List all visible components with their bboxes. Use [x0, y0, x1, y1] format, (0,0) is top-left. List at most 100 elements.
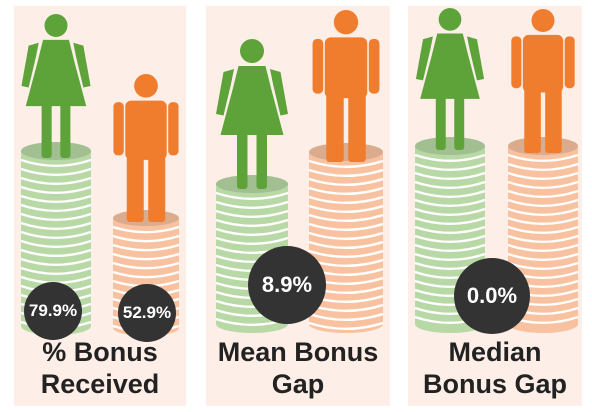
coin-edge-line: [20, 158, 92, 167]
coin-edge-line: [507, 207, 579, 216]
female-figure-icon: [21, 14, 91, 158]
figure-leg-right: [60, 103, 71, 158]
coin-edge-line: [215, 227, 289, 236]
panel-median-bonus-gap: 0.0% Median Bonus Gap: [408, 6, 582, 406]
coin-edge-line: [414, 234, 486, 243]
coin-edge-line: [414, 198, 486, 207]
coin-edge-line: [414, 171, 486, 180]
coin-edge-line: [215, 218, 289, 227]
figure-arm-right: [368, 38, 380, 94]
figure-arm-left: [216, 69, 234, 116]
figure-dress: [25, 39, 87, 107]
coin-edge-line: [20, 248, 92, 257]
figure-leg-left: [326, 92, 344, 162]
coin-edge-line: [308, 321, 384, 330]
figure-leg-left: [237, 132, 248, 189]
male-figure-icon: [312, 10, 380, 162]
coin-edge-line: [414, 153, 486, 162]
coin-edge-line: [20, 212, 92, 221]
coin-edge-line: [507, 189, 579, 198]
figure-arm-right: [270, 69, 288, 116]
figure-dress: [220, 66, 284, 135]
coin-stack-top: [113, 210, 179, 226]
figure-torso: [522, 34, 564, 93]
figure-arm-left: [21, 42, 39, 88]
figure-arm-left: [511, 36, 522, 89]
figure-head: [44, 14, 68, 38]
coin-edge-line: [112, 234, 180, 243]
coin-edge-line: [414, 243, 486, 252]
coin-edge-line: [112, 261, 180, 270]
coin-edge-line: [507, 171, 579, 180]
coin-edge-line: [308, 186, 384, 195]
coin-edge-line: [507, 234, 579, 243]
coin-edge-line: [308, 312, 384, 321]
figure-leg-left: [524, 86, 541, 153]
coin-edge-line: [414, 225, 486, 234]
figure-arm-left: [415, 36, 433, 81]
coin-edge-line: [20, 185, 92, 194]
coin-edge-line: [308, 159, 384, 168]
coin-stack-top: [508, 137, 578, 155]
coin-edge-line: [215, 191, 289, 200]
figure-head: [333, 10, 359, 35]
coin-edge-line: [414, 162, 486, 171]
coin-edge-line: [308, 249, 384, 258]
coin-stack-top: [415, 137, 485, 155]
figure-arm-right: [73, 42, 91, 88]
median-bonus-gap-badge: 0.0%: [454, 258, 530, 334]
coin-edge-line: [308, 177, 384, 186]
coin-edge-line: [507, 198, 579, 207]
coin-edge-line: [20, 230, 92, 239]
figure-arm-right: [467, 36, 485, 81]
figure-head: [531, 9, 555, 33]
coin-edge-line: [414, 216, 486, 225]
coin-edge-line: [20, 266, 92, 275]
figure-leg-right: [545, 86, 562, 153]
coin-edge-line: [507, 225, 579, 234]
coin-edge-line: [20, 176, 92, 185]
coin-edge-line: [507, 252, 579, 261]
figure-head: [240, 39, 264, 63]
coin-edge-line: [308, 204, 384, 213]
median-bonus-gap-label: Median Bonus Gap: [422, 337, 567, 399]
figure-leg-right: [454, 96, 465, 150]
figure-head: [134, 74, 158, 98]
figure-arm-left: [312, 38, 324, 94]
coin-edge-line: [215, 236, 289, 245]
coin-edge-line: [308, 168, 384, 177]
coin-edge-line: [308, 213, 384, 222]
figure-leg-left: [41, 103, 52, 158]
figure-arm-right: [564, 36, 575, 89]
panel-bonus-received: 79.9% 52.9% % Bonus Received: [14, 6, 186, 406]
coin-edge-line: [507, 153, 579, 162]
coin-edge-line: [308, 240, 384, 249]
coin-edge-line: [112, 252, 180, 261]
female-bonus-received-badge: 79.9%: [24, 282, 82, 340]
coin-edge-line: [20, 239, 92, 248]
coin-stack-top: [21, 142, 91, 160]
figure-leg-right: [148, 153, 166, 222]
mean-bonus-gap-label: Mean Bonus Gap: [217, 337, 379, 399]
coin-edge-line: [112, 270, 180, 279]
female-figure-icon: [415, 8, 485, 150]
coin-edge-line: [112, 243, 180, 252]
male-bonus-received-badge: 52.9%: [118, 284, 176, 342]
coin-edge-line: [414, 189, 486, 198]
coin-edge-line: [308, 195, 384, 204]
figure-dress: [420, 33, 480, 99]
figure-arm-left: [113, 102, 124, 156]
bonus-received-label: % Bonus Received: [40, 337, 160, 399]
male-figure-icon: [511, 9, 575, 153]
coin-edge-line: [414, 252, 486, 261]
coin-edge-line: [507, 162, 579, 171]
coin-edge-line: [507, 216, 579, 225]
figure-leg-right: [256, 132, 267, 189]
figure-arm-right: [168, 102, 179, 156]
coin-edge-line: [20, 194, 92, 203]
panel-mean-bonus-gap: 8.9% Mean Bonus Gap: [206, 6, 390, 406]
female-figure-icon: [216, 39, 288, 189]
coin-edge-line: [112, 225, 180, 234]
coin-edge-line: [507, 180, 579, 189]
figure-torso: [125, 100, 167, 160]
